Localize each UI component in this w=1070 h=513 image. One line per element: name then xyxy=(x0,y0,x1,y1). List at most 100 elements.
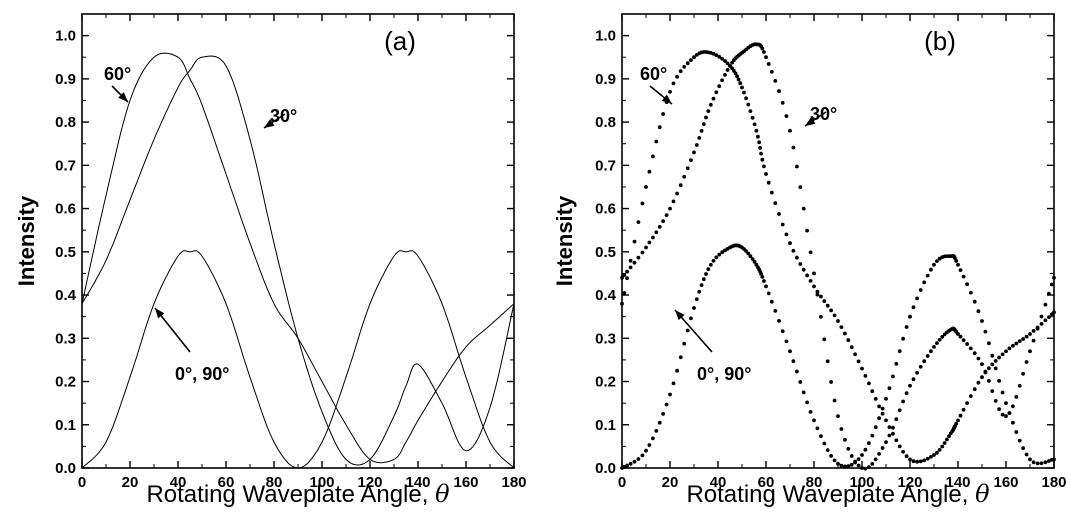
data-point xyxy=(829,308,833,313)
data-point xyxy=(1004,349,1008,354)
data-point xyxy=(987,366,991,371)
data-point xyxy=(1052,275,1056,280)
data-point xyxy=(628,258,633,263)
data-point xyxy=(777,89,781,94)
data-point xyxy=(788,349,792,354)
data-point xyxy=(675,191,679,196)
data-point xyxy=(853,459,857,464)
data-point xyxy=(894,438,899,443)
data-point xyxy=(1017,438,1022,443)
data-point xyxy=(733,71,738,76)
data-point xyxy=(756,134,760,139)
data-point xyxy=(625,276,629,281)
data-point xyxy=(644,185,648,189)
data-point xyxy=(839,427,844,431)
data-point xyxy=(758,146,762,150)
data-point xyxy=(636,220,641,225)
annotation-label: 60° xyxy=(640,64,667,84)
data-point xyxy=(805,273,809,278)
data-point xyxy=(735,74,739,79)
data-point xyxy=(915,296,919,301)
data-point xyxy=(798,185,803,190)
data-point xyxy=(972,299,977,304)
x-tick-label: 140 xyxy=(405,474,430,491)
data-point xyxy=(1004,401,1008,405)
data-point xyxy=(780,222,785,227)
data-point xyxy=(1007,346,1012,351)
series-dots-3 xyxy=(620,42,1056,471)
data-point xyxy=(904,391,909,396)
data-point xyxy=(870,462,875,466)
data-point xyxy=(720,56,724,61)
data-point xyxy=(822,299,827,303)
data-point xyxy=(1021,446,1025,450)
data-point xyxy=(657,225,662,229)
data-point xyxy=(682,64,687,69)
y-tick-label: 0.8 xyxy=(595,114,616,131)
data-point xyxy=(701,122,706,126)
data-point xyxy=(744,96,748,101)
data-point xyxy=(736,77,741,82)
x-tick-label: 160 xyxy=(453,474,478,491)
arrowhead xyxy=(675,310,685,321)
data-point xyxy=(968,346,973,351)
data-point xyxy=(940,335,945,339)
data-point xyxy=(760,46,765,51)
data-point xyxy=(815,426,820,431)
data-point xyxy=(1052,310,1056,315)
data-point xyxy=(636,255,641,260)
data-point xyxy=(750,115,755,120)
data-point xyxy=(901,336,905,341)
annotation-label: 30° xyxy=(270,106,297,126)
data-point xyxy=(694,297,699,302)
x-axis-title: Rotating Waveplate Angle, θ xyxy=(146,480,450,508)
data-point xyxy=(640,250,645,255)
data-point xyxy=(744,249,748,253)
data-point xyxy=(947,434,951,439)
data-point xyxy=(942,441,947,445)
data-point xyxy=(911,459,916,464)
data-point xyxy=(997,378,1001,383)
data-point xyxy=(911,305,916,310)
data-point xyxy=(801,390,806,395)
data-point xyxy=(647,240,652,245)
data-point xyxy=(863,466,868,471)
data-point xyxy=(769,190,774,195)
data-point xyxy=(694,143,699,147)
data-point xyxy=(769,299,774,304)
data-point xyxy=(935,450,939,455)
data-point xyxy=(717,84,722,89)
data-point xyxy=(746,102,751,107)
y-tick-label: 0.7 xyxy=(595,157,616,174)
data-point xyxy=(877,404,881,409)
x-tick-label: 140 xyxy=(945,474,970,491)
data-point xyxy=(1011,420,1015,425)
data-point xyxy=(725,61,730,66)
data-point xyxy=(1052,457,1056,462)
data-point xyxy=(1004,414,1008,418)
data-point xyxy=(983,369,988,374)
x-tick-label: 60 xyxy=(218,474,235,491)
data-point xyxy=(853,352,857,357)
data-point xyxy=(825,448,830,452)
data-point xyxy=(671,199,676,204)
data-point xyxy=(972,387,977,392)
data-point xyxy=(956,262,960,267)
plot-frame xyxy=(81,13,515,469)
y-tick-label: 0.0 xyxy=(55,460,76,477)
data-point xyxy=(1031,329,1036,333)
data-point xyxy=(678,355,683,360)
x-axis-title: Rotating Waveplate Angle, θ xyxy=(686,480,990,508)
data-point xyxy=(987,379,991,383)
data-point xyxy=(867,465,871,469)
data-point xyxy=(976,309,981,314)
data-point xyxy=(777,319,781,323)
y-tick-label: 0.8 xyxy=(55,114,76,131)
data-point xyxy=(897,408,902,413)
data-point xyxy=(846,464,851,468)
data-point xyxy=(738,81,743,86)
arrowhead xyxy=(805,117,816,126)
data-point xyxy=(832,398,837,403)
data-point xyxy=(863,447,868,452)
data-point xyxy=(764,284,768,289)
